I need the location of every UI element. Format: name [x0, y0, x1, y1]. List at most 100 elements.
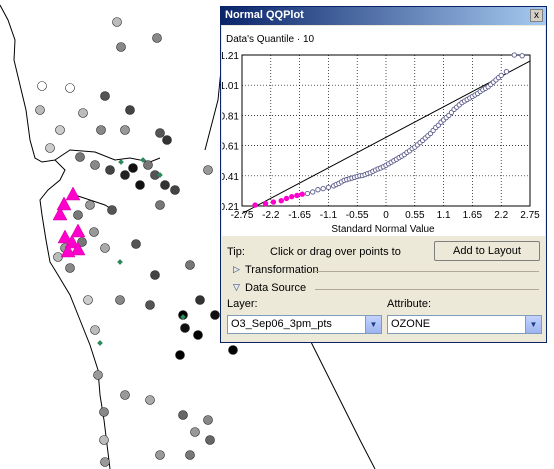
station-point[interactable]: [193, 330, 203, 340]
station-point[interactable]: [120, 170, 130, 180]
station-point[interactable]: [160, 180, 170, 190]
transformation-section-header[interactable]: ▷ Transformation: [223, 264, 543, 278]
station-point[interactable]: [100, 457, 110, 467]
qq-data-point[interactable]: [304, 190, 311, 197]
qq-data-point[interactable]: [283, 195, 290, 202]
qq-data-point[interactable]: [262, 200, 269, 207]
station-point[interactable]: [115, 295, 125, 305]
station-point[interactable]: [100, 243, 110, 253]
station-point[interactable]: [37, 81, 47, 91]
station-point[interactable]: [180, 323, 190, 333]
station-point[interactable]: [99, 407, 109, 417]
station-point[interactable]: [55, 125, 65, 135]
window-title: Normal QQPlot: [225, 9, 304, 21]
station-point[interactable]: [210, 310, 220, 320]
station-point[interactable]: [150, 270, 160, 280]
qq-data-point[interactable]: [278, 198, 284, 204]
diamond-marker: [117, 259, 123, 265]
station-point[interactable]: [145, 300, 155, 310]
selected-station-triangle[interactable]: [60, 243, 76, 258]
selected-station-triangle[interactable]: [57, 229, 73, 244]
qqplot-chart[interactable]: Data's Quantile · 10 0.21 0.41 0.61 0.81 1.0…: [222, 26, 545, 236]
station-point[interactable]: [65, 263, 75, 273]
station-point[interactable]: [78, 108, 88, 118]
station-point[interactable]: [155, 450, 165, 460]
chevron-down-icon[interactable]: ▼: [525, 316, 541, 333]
station-point[interactable]: [65, 83, 75, 93]
selected-station-triangle[interactable]: [70, 223, 86, 238]
station-point[interactable]: [45, 143, 55, 153]
station-point[interactable]: [99, 435, 109, 445]
station-point[interactable]: [83, 295, 93, 305]
chevron-down-icon[interactable]: ▼: [365, 316, 381, 333]
station-point[interactable]: [75, 152, 85, 162]
selected-station-triangle[interactable]: [70, 241, 86, 256]
qq-data-point[interactable]: [503, 68, 510, 75]
station-point[interactable]: [170, 185, 180, 195]
station-point[interactable]: [35, 105, 45, 115]
selected-station-triangle[interactable]: [56, 196, 72, 211]
station-point[interactable]: [228, 345, 238, 355]
station-point[interactable]: [116, 42, 126, 52]
station-point[interactable]: [125, 105, 135, 115]
data-source-section-header[interactable]: ▽ Data Source: [223, 282, 543, 296]
station-point[interactable]: [93, 370, 103, 380]
tip-label: Tip:: [227, 246, 245, 258]
station-point[interactable]: [100, 91, 110, 101]
station-point[interactable]: [162, 135, 172, 145]
station-point[interactable]: [131, 239, 141, 249]
station-point[interactable]: [185, 450, 195, 460]
layer-dropdown[interactable]: O3_Sep06_3pm_pts ▼: [227, 315, 382, 334]
station-point[interactable]: [120, 125, 130, 135]
qq-data-point[interactable]: [519, 53, 525, 59]
station-point[interactable]: [112, 17, 122, 27]
station-point[interactable]: [77, 237, 87, 247]
attribute-dropdown[interactable]: OZONE ▼: [387, 315, 542, 334]
station-point[interactable]: [155, 128, 165, 138]
station-point[interactable]: [128, 163, 138, 173]
station-point[interactable]: [205, 435, 215, 445]
selected-station-triangle[interactable]: [52, 206, 68, 221]
ozone-station-points[interactable]: [35, 17, 238, 467]
qqplot-window[interactable]: Normal QQPlot x Data's Quantile · 10 0.2…: [220, 6, 547, 343]
station-point[interactable]: [152, 33, 162, 43]
qq-data-point[interactable]: [325, 184, 332, 191]
station-point[interactable]: [203, 165, 213, 175]
station-point[interactable]: [185, 260, 195, 270]
qq-data-point[interactable]: [270, 199, 277, 205]
station-point[interactable]: [90, 325, 100, 335]
station-point[interactable]: [190, 427, 200, 437]
window-titlebar[interactable]: Normal QQPlot x: [221, 7, 546, 25]
station-point[interactable]: [203, 415, 213, 425]
qq-data-point[interactable]: [310, 189, 316, 195]
qq-data-point[interactable]: [289, 193, 295, 200]
station-point[interactable]: [145, 395, 155, 405]
station-point[interactable]: [73, 210, 83, 220]
station-point[interactable]: [178, 410, 188, 420]
data-points[interactable]: [252, 52, 525, 208]
qq-data-point[interactable]: [498, 72, 504, 79]
station-point[interactable]: [120, 390, 130, 400]
station-point[interactable]: [143, 160, 153, 170]
qq-data-point[interactable]: [320, 185, 326, 192]
close-button[interactable]: x: [530, 9, 543, 22]
station-point[interactable]: [85, 200, 95, 210]
station-point[interactable]: [105, 165, 115, 175]
station-point[interactable]: [175, 350, 185, 360]
qq-data-point[interactable]: [294, 192, 300, 199]
qq-data-point[interactable]: [511, 52, 517, 58]
selected-station-triangles[interactable]: [52, 186, 86, 258]
qq-data-point[interactable]: [252, 202, 258, 208]
station-point[interactable]: [90, 160, 100, 170]
qq-data-point[interactable]: [299, 191, 305, 197]
station-point[interactable]: [107, 205, 117, 215]
selected-station-triangle[interactable]: [65, 186, 81, 201]
station-point[interactable]: [155, 200, 165, 210]
station-point[interactable]: [195, 295, 205, 305]
station-point[interactable]: [89, 227, 99, 237]
qq-data-point[interactable]: [315, 187, 321, 193]
station-point[interactable]: [96, 125, 106, 135]
station-point[interactable]: [135, 180, 145, 190]
add-to-layout-button[interactable]: Add to Layout: [434, 241, 540, 261]
